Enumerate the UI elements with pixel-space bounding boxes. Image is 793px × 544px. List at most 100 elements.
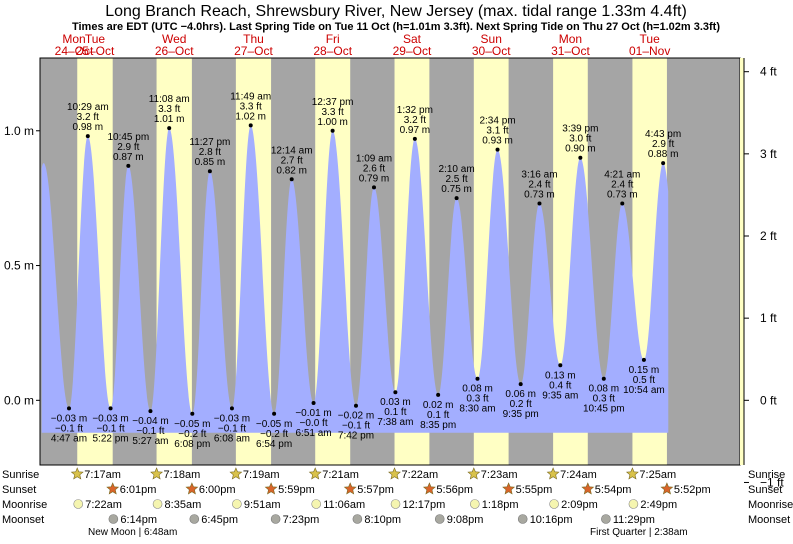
- moonrise-icon: [628, 499, 639, 509]
- moonrise-icon: [232, 499, 242, 509]
- low-tide-label: −0.1 ft: [97, 423, 125, 434]
- day-name: Tue: [85, 32, 106, 46]
- moonrise-time: 2:09pm: [561, 499, 598, 511]
- row-label-right: Sunset: [748, 484, 782, 496]
- sunset-time: 5:52pm: [674, 484, 711, 496]
- axes: 1.0 m 0.5 m 0.0 m 4 ft 3 ft 2 ft 1 ft 0 ft −1 ft: [4, 57, 784, 489]
- sunset-time: 5:59pm: [278, 484, 315, 496]
- sunset-time: 5:56pm: [436, 484, 473, 496]
- sunrise-icon: [308, 467, 322, 480]
- low-tide-label: 5:22 pm: [92, 433, 128, 444]
- sunset-icon: [343, 482, 357, 495]
- tide-point: [353, 403, 358, 408]
- high-tide-label: 3.0 ft: [569, 134, 591, 145]
- high-tide-label: 0.73 m: [607, 190, 638, 201]
- high-tide-label: 3.1 ft: [486, 126, 508, 137]
- high-tide-label: 10:29 am: [67, 102, 109, 113]
- tide-point: [330, 128, 335, 133]
- low-tide-label: 0.13 m: [545, 370, 576, 381]
- high-tide-label: 2:10 am: [439, 164, 475, 175]
- low-tide-label: 0.06 m: [505, 389, 536, 400]
- low-tide-label: 9:35 am: [542, 390, 578, 401]
- low-tide-label: 0.15 m: [629, 365, 660, 376]
- low-tide-label: −0.03 m: [214, 413, 250, 424]
- sunrise-icon: [625, 467, 639, 480]
- low-tide-label: 0.3 ft: [593, 394, 615, 405]
- low-tide-label: 9:35 pm: [503, 409, 539, 420]
- row-label-left: Moonset: [2, 514, 44, 526]
- sunrise-time: 7:25am: [639, 469, 676, 481]
- left-tick-label: 0.0 m: [4, 393, 34, 407]
- high-tide-label: 2.6 ft: [363, 163, 385, 174]
- tide-point: [454, 196, 459, 201]
- high-tide-label: 2.8 ft: [199, 147, 221, 158]
- moonset-icon: [517, 514, 528, 524]
- tide-point: [272, 411, 277, 416]
- high-tide-label: 0.98 m: [73, 122, 104, 133]
- low-tide-label: 10:54 am: [623, 385, 665, 396]
- sunset-icon: [502, 482, 516, 495]
- moonset-time: 11:29pm: [613, 514, 655, 526]
- low-tide-label: −0.1 ft: [136, 426, 164, 437]
- moonset-time: 9:08pm: [447, 514, 484, 526]
- high-tide-label: 3.3 ft: [158, 104, 180, 115]
- low-tide-label: 5:27 am: [132, 436, 168, 447]
- low-tide-label: −0.05 m: [174, 419, 210, 430]
- day-name: Thu: [243, 32, 264, 46]
- day-date: 31–Oct: [551, 44, 590, 58]
- sunrise-time: 7:23am: [481, 469, 518, 481]
- moonset-icon: [434, 514, 445, 524]
- sunrise-icon: [70, 467, 84, 480]
- high-tide-label: 0.82 m: [276, 165, 307, 176]
- low-tide-label: −0.02 m: [338, 411, 374, 422]
- row-label-right: Moonrise: [748, 499, 793, 511]
- day-date: 27–Oct: [234, 44, 273, 58]
- low-tide-label: 4:47 am: [51, 433, 87, 444]
- tide-point: [66, 406, 71, 411]
- sunrise-time: 7:21am: [322, 469, 359, 481]
- tide-point: [126, 163, 131, 168]
- low-tide-label: 8:30 am: [459, 404, 495, 415]
- sunset-icon: [106, 482, 120, 495]
- high-tide-label: 1.00 m: [317, 117, 348, 128]
- chart-subtitle: Times are EDT (UTC −4.0hrs). Last Spring…: [72, 21, 720, 33]
- row-label-right: Moonset: [748, 514, 790, 526]
- sunset-icon: [264, 482, 278, 495]
- high-tide-label: 4:21 am: [604, 170, 640, 181]
- tide-point: [371, 185, 376, 190]
- high-tide-label: 3.3 ft: [240, 101, 262, 112]
- right-tick-label: −1 ft: [760, 475, 784, 489]
- sunset-time: 5:57pm: [357, 484, 394, 496]
- tide-point: [311, 401, 316, 406]
- low-tide-label: −0.1 ft: [218, 423, 246, 434]
- sun-moon-rows: Sunrise Sunrise Sunset Sunset Moonrise Moonri…: [2, 467, 793, 538]
- plot-area: [40, 58, 740, 465]
- day-date: 28–Oct: [313, 44, 352, 58]
- moonrise-time: 8:35am: [165, 499, 202, 511]
- low-tide-label: −0.2 ft: [260, 429, 288, 440]
- high-tide-label: 2:34 pm: [479, 116, 515, 127]
- day-name: Mon: [559, 32, 582, 46]
- tide-point: [558, 363, 563, 368]
- sunset-time: 6:01pm: [120, 484, 157, 496]
- moonset-icon: [270, 514, 281, 524]
- sunrise-time: 7:18am: [164, 469, 201, 481]
- high-tide-label: 0.88 m: [648, 149, 679, 160]
- sunrise-time: 7:24am: [560, 469, 597, 481]
- low-tide-label: −0.1 ft: [55, 423, 83, 434]
- high-tide-label: 1:32 pm: [397, 105, 433, 116]
- tide-point: [661, 161, 666, 166]
- tide-point: [495, 147, 500, 152]
- high-tide-label: 1.02 m: [235, 111, 266, 122]
- moonrise-time: 12:17pm: [403, 499, 446, 511]
- left-tick-label: 1.0 m: [4, 124, 34, 138]
- sunset-icon: [185, 482, 199, 495]
- day-name: Wed: [162, 32, 186, 46]
- high-tide-label: 4:43 pm: [645, 129, 681, 140]
- high-tide-label: 11:08 am: [149, 94, 190, 105]
- day-date: 25–Oct: [76, 44, 115, 58]
- moonrise-icon: [311, 499, 322, 509]
- right-tick-label: 1 ft: [760, 311, 777, 325]
